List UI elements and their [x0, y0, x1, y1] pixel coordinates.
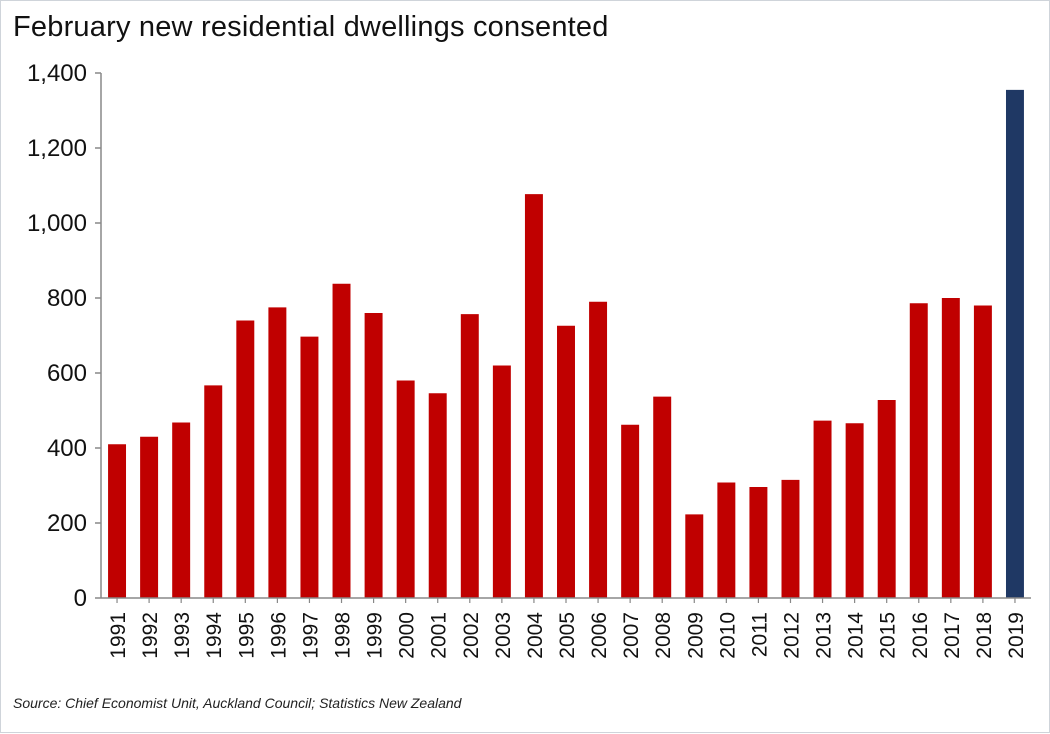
y-tick-label: 400: [47, 435, 87, 462]
x-tick-label-2016: 2016: [909, 612, 932, 659]
x-tick-label-1999: 1999: [364, 612, 387, 659]
x-tick-label-2003: 2003: [492, 612, 515, 659]
bar-2006: [589, 301, 608, 598]
bar-1995: [236, 320, 255, 598]
bar-2012: [781, 479, 800, 599]
x-tick-label-2017: 2017: [941, 612, 964, 659]
bar-1997: [300, 336, 319, 599]
bar-2019: [1005, 89, 1024, 599]
x-tick-label-1995: 1995: [235, 612, 258, 659]
x-tick-label-2001: 2001: [428, 612, 451, 659]
x-tick-label-2013: 2013: [813, 612, 836, 659]
chart-source-note: Source: Chief Economist Unit, Auckland C…: [13, 695, 462, 711]
x-tick-label-2000: 2000: [396, 612, 419, 659]
bar-2001: [428, 393, 447, 598]
x-tick-label-2019: 2019: [1005, 612, 1028, 659]
x-tick-label-2005: 2005: [556, 612, 579, 659]
y-tick-label: 200: [47, 510, 87, 537]
bar-2010: [717, 482, 736, 598]
bar-2013: [813, 420, 832, 599]
bar-2017: [941, 298, 960, 598]
y-tick-label: 800: [47, 285, 87, 312]
bar-2018: [973, 305, 992, 598]
x-tick-label-1994: 1994: [203, 612, 226, 659]
bar-1998: [332, 283, 351, 598]
chart-title: February new residential dwellings conse…: [13, 11, 609, 43]
x-tick-label-2009: 2009: [684, 612, 707, 659]
x-tick-label-2012: 2012: [780, 612, 803, 659]
bar-2003: [492, 365, 511, 598]
y-tick-label: 1,200: [27, 135, 87, 162]
x-tick-label-1998: 1998: [332, 612, 355, 659]
bar-2000: [396, 380, 415, 598]
y-tick-label: 0: [74, 585, 87, 612]
bar-1992: [140, 436, 159, 598]
bar-1993: [172, 422, 191, 598]
x-tick-label-2004: 2004: [524, 612, 547, 659]
x-tick-label-1993: 1993: [171, 612, 194, 659]
bar-2002: [460, 314, 479, 599]
bar-2015: [877, 400, 896, 598]
x-tick-label-2010: 2010: [716, 612, 739, 659]
bar-2014: [845, 423, 864, 598]
x-tick-label-2007: 2007: [620, 612, 643, 659]
x-tick-label-2008: 2008: [652, 612, 675, 659]
bar-2004: [524, 194, 543, 599]
y-tick-label: 600: [47, 360, 87, 387]
x-tick-label-1992: 1992: [139, 612, 162, 659]
bar-1999: [364, 313, 383, 598]
x-tick-label-2002: 2002: [460, 612, 483, 659]
x-tick-label-2018: 2018: [973, 612, 996, 659]
bar-1996: [268, 307, 287, 599]
y-tick-label: 1,400: [27, 60, 87, 87]
x-tick-label-2006: 2006: [588, 612, 611, 659]
x-tick-label-1991: 1991: [107, 612, 130, 659]
bar-2008: [653, 396, 672, 599]
x-tick-label-1997: 1997: [299, 612, 322, 659]
bar-2005: [557, 325, 575, 598]
y-tick-label: 1,000: [27, 210, 87, 237]
x-tick-label-2011: 2011: [748, 612, 771, 657]
bar-2007: [621, 424, 640, 598]
bar-2009: [685, 514, 704, 599]
bar-2016: [909, 303, 928, 598]
x-tick-label-2015: 2015: [877, 612, 900, 659]
bar-2011: [749, 487, 768, 598]
bar-1991: [108, 444, 127, 598]
x-tick-label-1996: 1996: [267, 612, 290, 659]
bar-1994: [204, 385, 223, 599]
x-tick-label-2014: 2014: [845, 612, 868, 659]
